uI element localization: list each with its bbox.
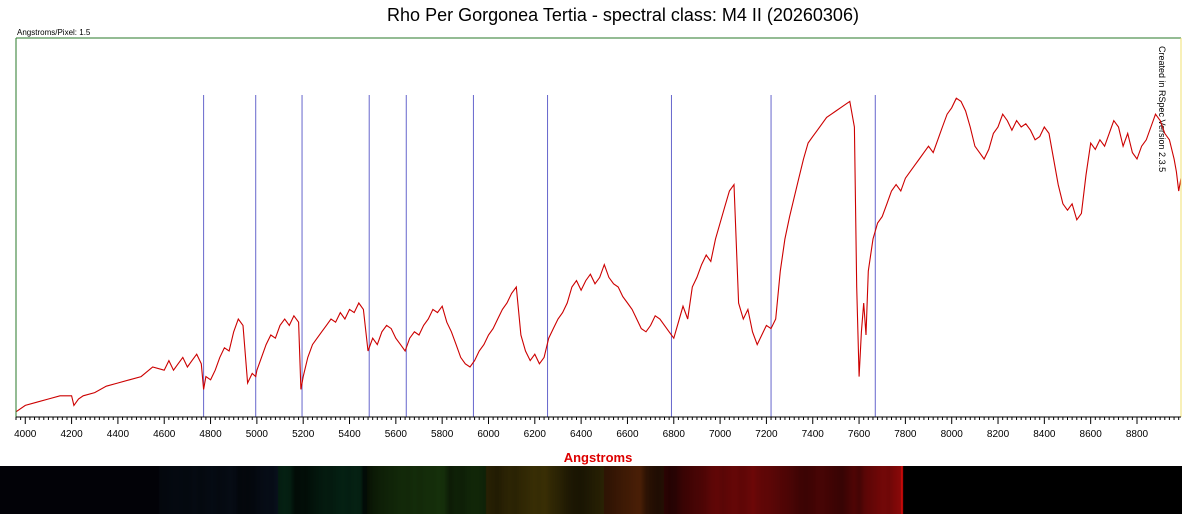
x-tick-label-5800: 5800: [431, 429, 454, 440]
x-tick-label-7200: 7200: [755, 429, 778, 440]
x-tick-label-5200: 5200: [292, 429, 315, 440]
x-tick-label-8200: 8200: [987, 429, 1010, 440]
angstroms-per-pixel-label: Angstroms/Pixel: 1.5: [17, 28, 91, 37]
x-tick-label-7400: 7400: [802, 429, 825, 440]
x-tick-label-5600: 5600: [385, 429, 408, 440]
x-tick-label-7600: 7600: [848, 429, 871, 440]
x-tick-label-4600: 4600: [153, 429, 176, 440]
x-tick-label-6200: 6200: [524, 429, 547, 440]
x-tick-label-7800: 7800: [894, 429, 917, 440]
x-tick-label-6600: 6600: [616, 429, 639, 440]
spectrum-chart: 4000 4200 4400 4600 4800 5000 5200 5400 5600 5800…: [14, 37, 1182, 440]
x-axis-label: Angstroms: [563, 450, 633, 465]
x-tick-label-4400: 4400: [107, 429, 130, 440]
x-tick-label-5000: 5000: [246, 429, 269, 440]
x-tick-label-6000: 6000: [477, 429, 500, 440]
x-axis-ticks: 4000 4200 4400 4600 4800 5000 5200 5400 5600 5800…: [14, 417, 1180, 440]
x-tick-label-6800: 6800: [663, 429, 686, 440]
x-tick-label-4800: 4800: [199, 429, 222, 440]
x-tick-label-8800: 8800: [1126, 429, 1149, 440]
marker-lines: [203, 95, 876, 417]
x-tick-label-6400: 6400: [570, 429, 593, 440]
x-tick-label-7000: 7000: [709, 429, 732, 440]
created-in-rspec-label: Created in RSpec Version 2.3.5: [1157, 46, 1167, 173]
x-tick-label-5400: 5400: [338, 429, 361, 440]
x-tick-label-4200: 4200: [60, 429, 83, 440]
x-tick-label-8400: 8400: [1033, 429, 1056, 440]
x-tick-label-4000: 4000: [14, 429, 37, 440]
x-tick-label-8000: 8000: [941, 429, 964, 440]
spectrum-series-line-0: [15, 97, 1182, 413]
series-layer: [15, 97, 1182, 413]
x-tick-label-8600: 8600: [1080, 429, 1103, 440]
plot-frame: [15, 37, 1182, 418]
chart-title: Rho Per Gorgonea Tertia - spectral class…: [387, 5, 859, 25]
synthetic-spectrum-strip: [0, 466, 1182, 514]
